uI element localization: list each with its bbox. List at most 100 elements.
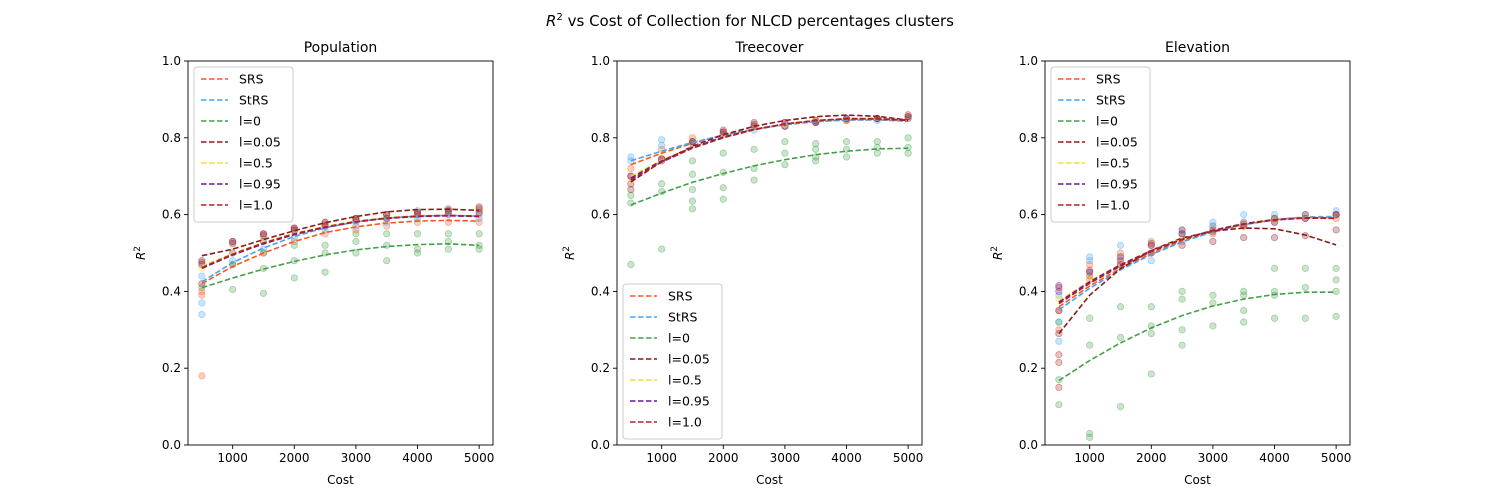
y-tick-label: 0.2	[591, 361, 610, 375]
legend-label: l=0.5	[239, 156, 273, 171]
suptitle-r: R	[546, 12, 556, 30]
data-point	[1086, 266, 1094, 274]
data-point	[1086, 341, 1094, 349]
x-tick-label: 3000	[1198, 451, 1229, 465]
data-point	[229, 241, 237, 249]
x-tick-label: 5000	[1321, 451, 1352, 465]
fit-curve-l=0.5	[201, 214, 480, 268]
data-point	[475, 230, 483, 238]
data-point	[627, 186, 635, 194]
data-point	[873, 138, 881, 146]
x-tick-label: 3000	[341, 451, 372, 465]
y-tick-label: 1.0	[591, 54, 610, 68]
data-point	[198, 372, 206, 380]
data-point	[352, 230, 360, 238]
legend-label: SRS	[668, 289, 693, 304]
data-point	[1240, 306, 1248, 315]
data-point	[1332, 287, 1340, 295]
legend-label: StRS	[668, 310, 698, 325]
data-point	[475, 241, 483, 249]
data-point	[719, 195, 727, 203]
y-tick-label: 0.8	[162, 131, 181, 145]
data-point	[812, 153, 820, 161]
data-point	[1301, 264, 1309, 272]
fit-curve-l=0.05	[630, 114, 909, 183]
data-point	[259, 232, 268, 240]
y-axis-label-sup: 2	[133, 246, 143, 252]
data-point	[688, 134, 697, 142]
y-tick-label: 0.4	[591, 284, 610, 298]
data-point	[1055, 283, 1063, 292]
data-point	[1332, 226, 1340, 234]
legend: SRS StRS l=0 l=0.05 l=0.5 l=0.95 l=1.0	[622, 283, 723, 440]
data-point	[842, 153, 851, 161]
fit-curve-l=0.5	[1058, 216, 1337, 302]
y-axis-label-base: R	[991, 252, 1005, 260]
data-point	[750, 145, 758, 153]
data-point	[413, 249, 422, 257]
data-point	[1086, 433, 1094, 441]
data-point	[719, 149, 727, 157]
data-point	[229, 257, 237, 265]
data-point	[444, 230, 452, 238]
data-point	[1086, 268, 1094, 276]
data-point	[688, 186, 697, 194]
axes-frame	[616, 60, 923, 446]
data-point	[1116, 402, 1125, 411]
data-point	[1178, 230, 1186, 238]
data-point	[229, 285, 237, 294]
y-tick-label: 0.4	[1019, 284, 1038, 298]
plot-area	[627, 111, 912, 269]
legend: SRS StRS l=0 l=0.05 l=0.5 l=0.95 l=1.0	[193, 66, 294, 223]
y-axis-label-base: R	[134, 252, 148, 260]
data-point	[688, 197, 697, 205]
data-point	[1209, 237, 1217, 246]
data-point	[1332, 211, 1340, 219]
fit-curve-StRS	[630, 118, 909, 162]
plot-area	[1055, 207, 1340, 441]
x-axis-label: Cost	[756, 473, 783, 487]
data-point	[904, 113, 912, 121]
data-point	[904, 143, 912, 151]
plot-area	[198, 203, 483, 380]
legend-label: l=0.95	[668, 394, 710, 409]
data-point	[1086, 314, 1094, 322]
data-point	[904, 111, 912, 119]
data-point	[658, 245, 666, 253]
data-point	[1209, 299, 1217, 307]
y-tick-label: 0.8	[1019, 131, 1038, 145]
legend-label: l=0.05	[239, 135, 281, 150]
data-point	[658, 141, 666, 150]
data-point	[842, 138, 851, 146]
y-axis-label-sup: 2	[562, 246, 572, 252]
data-point	[1116, 249, 1125, 257]
data-point	[750, 118, 758, 127]
y-tick-label: 0.0	[162, 438, 181, 452]
data-point	[259, 230, 268, 238]
fit-curve-l=1.0	[630, 117, 909, 181]
data-point	[413, 245, 422, 253]
data-point	[1332, 276, 1340, 284]
y-tick-label: 1.0	[1019, 54, 1038, 68]
data-point	[1332, 312, 1340, 320]
y-axis-label: R2	[562, 246, 577, 260]
y-axis-label-base: R	[563, 252, 577, 260]
data-point	[688, 157, 697, 165]
legend-label: l=0.05	[1096, 135, 1138, 150]
data-point	[1178, 295, 1186, 303]
data-point	[719, 184, 727, 192]
fit-curve-StRS	[1058, 215, 1337, 311]
y-tick-label: 0.4	[162, 284, 181, 298]
data-point	[781, 149, 789, 157]
data-point	[1055, 383, 1063, 391]
x-tick-label: 2000	[1136, 451, 1167, 465]
x-tick-label: 2000	[279, 451, 310, 465]
data-point	[658, 136, 666, 144]
data-point	[1301, 283, 1309, 292]
legend: SRS StRS l=0 l=0.05 l=0.5 l=0.95 l=1.0	[1050, 66, 1151, 223]
data-point	[627, 199, 635, 207]
fit-curve-SRS	[1058, 216, 1337, 308]
data-point	[719, 126, 727, 134]
data-point	[1055, 282, 1063, 290]
